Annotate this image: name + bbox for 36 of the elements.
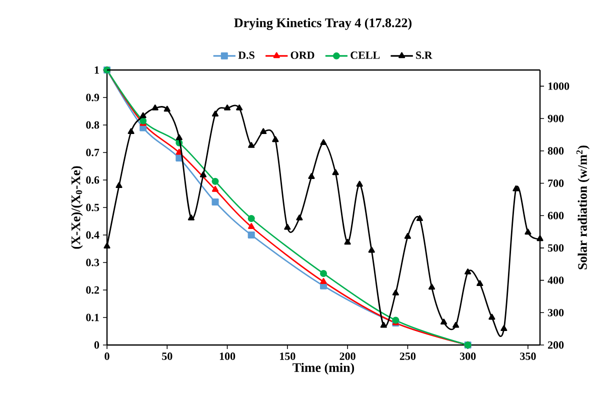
x-tick-label: 0	[104, 352, 110, 360]
y-tick-label: 1	[94, 66, 99, 74]
legend-label: ORD	[290, 52, 314, 59]
y2-tick-label: 800	[548, 147, 564, 155]
y2-tick-label: 400	[548, 276, 564, 284]
x-tick-label: 200	[340, 352, 356, 360]
x-axis-title: Time (min)	[292, 362, 354, 375]
x-tick-label: 300	[460, 352, 476, 360]
y-axis-title: (X-Xe)/(X$_{0}$-Xe)	[71, 166, 83, 249]
y-tick-label: 0.3	[86, 258, 100, 266]
y-tick-label: 0.1	[86, 314, 99, 322]
y-tick-label: 0.5	[86, 204, 100, 212]
y-tick-label: 0.4	[86, 231, 100, 239]
y2-tick-label: 1000	[548, 82, 570, 90]
x-tick-label: 250	[400, 352, 416, 360]
y2-axis-title: Solar radiation (w/m$^{2}$)	[576, 146, 590, 270]
y-tick-label: 0	[94, 341, 100, 349]
x-tick-label: 50	[162, 352, 172, 360]
y-tick-label: 0.8	[86, 121, 100, 129]
x-tick-label: 100	[220, 352, 236, 360]
legend-label: CELL	[350, 52, 380, 59]
chart-title: Drying Kinetics Tray 4 (17.8.22)	[234, 18, 412, 30]
y2-tick-label: 200	[548, 341, 564, 349]
x-tick-label: 350	[520, 352, 536, 360]
y2-tick-label: 300	[548, 308, 564, 316]
y2-tick-label: 700	[548, 180, 564, 187]
y-tick-label: 0.9	[86, 94, 100, 102]
y2-tick-label: 900	[548, 114, 564, 122]
legend-label: D.S	[238, 52, 254, 59]
y2-tick-label: 500	[548, 244, 564, 252]
y-tick-label: 0.7	[86, 148, 100, 156]
y2-tick-label: 600	[548, 212, 564, 220]
x-tick-label: 150	[280, 352, 296, 360]
legend-label: S.R	[416, 52, 432, 59]
y-tick-label: 0.2	[86, 286, 99, 294]
y-tick-label: 0.6	[86, 176, 100, 184]
